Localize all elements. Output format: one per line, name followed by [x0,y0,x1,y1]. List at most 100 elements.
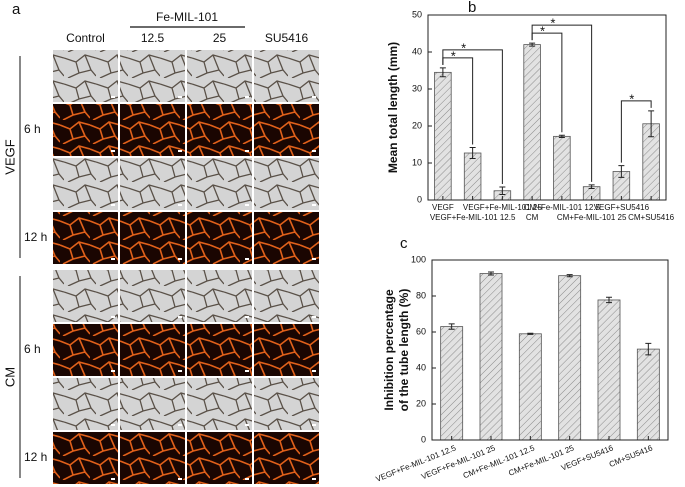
x-tick-label: CM+Fe-MIL-101 25 [557,213,627,222]
brightfield-image [120,50,185,102]
x-tick-label: VEGF+Fe-MIL-101 25 [463,203,542,212]
brightfield-image [120,270,185,322]
panel-label: c [400,235,408,252]
column-label: 25 [213,31,227,45]
plot-frame [427,14,667,201]
x-tick-label: VEGF [432,203,454,212]
scale-bar [312,96,316,98]
scale-bar [245,258,249,260]
x-tick-label: VEGF+SU5416 [594,203,650,212]
x-tick-label: CM+SU5416 [628,213,675,222]
y-tick-label: 30 [412,83,422,93]
x-tick-label: VEGF+Fe-MIL-101 12.5 [430,213,516,222]
fluorescence-image [53,104,118,156]
brightfield-image [53,158,118,210]
time-label: 12 h [24,230,47,244]
brightfield-image [187,50,252,102]
brightfield-image [120,158,185,210]
bar [479,273,503,441]
scale-bar [245,316,249,318]
fluorescence-image [53,212,118,264]
fluorescence-image [187,324,252,376]
panel-label: a [12,1,21,18]
error-bar [448,323,455,330]
bar [463,152,482,201]
time-label: 12 h [24,450,47,464]
significance-bracket [620,100,652,163]
significance-bracket [531,24,593,182]
fluorescence-image [120,212,185,264]
scale-bar [178,258,182,260]
fluorescence-image [120,432,185,484]
column-label: SU5416 [265,31,309,45]
brightfield-image [53,270,118,322]
panel-label: b [468,0,476,16]
scale-bar [178,96,182,98]
y-tick-label: 20 [416,398,426,408]
bar [597,299,621,441]
y-tick-label: 40 [412,46,422,56]
fluorescence-image [254,324,319,376]
scale-bar [111,478,115,480]
scale-bar [245,370,249,372]
fluorescence-image [254,104,319,156]
error-bar [469,146,476,160]
error-bar [499,186,506,195]
error-bar [566,274,573,278]
scale-bar [312,258,316,260]
bar [518,333,542,441]
error-bar [648,110,655,138]
group-label: VEGF [2,139,17,174]
bar [440,326,464,441]
bar [523,44,541,201]
brightfield-image [254,50,319,102]
scale-bar [111,96,115,98]
error-bar [588,184,595,190]
group-header: Fe-MIL-101 [156,10,218,24]
error-bar [558,134,565,138]
scale-bar [312,424,316,426]
bar [636,348,660,441]
brightfield-image [187,158,252,210]
significance-label: * [461,40,466,55]
scale-bar [111,424,115,426]
fluorescence-image [187,104,252,156]
brightfield-image [120,378,185,430]
fluorescence-image [187,432,252,484]
brightfield-image [53,50,118,102]
scale-bar [111,204,115,206]
scale-bar [178,424,182,426]
fluorescence-image [187,212,252,264]
scale-bar [178,316,182,318]
scale-bar [312,370,316,372]
scale-bar [111,370,115,372]
scale-bar [111,316,115,318]
error-bar [527,332,534,335]
y-tick-label: 0 [421,434,426,444]
scale-bar [111,150,115,152]
group-label: CM [2,367,17,387]
fluorescence-image [53,432,118,484]
fluorescence-image [120,104,185,156]
scale-bar [245,424,249,426]
y-axis-label: Mean total length (mm) [386,42,400,173]
scale-bar [245,478,249,480]
time-label: 6 h [24,122,41,136]
fluorescence-image [254,432,319,484]
column-label: Control [66,31,105,45]
scale-bar [178,150,182,152]
y-tick-label: 60 [416,326,426,336]
scale-bar [178,204,182,206]
significance-label: * [629,91,634,106]
column-label: 12.5 [141,31,165,45]
y-tick-label: 100 [411,254,426,264]
scale-bar [111,258,115,260]
error-bar [645,342,652,356]
y-tick-label: 20 [412,120,422,130]
error-bar [439,67,446,78]
bar [558,275,582,441]
error-bar [488,271,494,276]
significance-label: * [451,48,456,63]
significance-label: * [550,16,555,31]
brightfield-image [254,378,319,430]
